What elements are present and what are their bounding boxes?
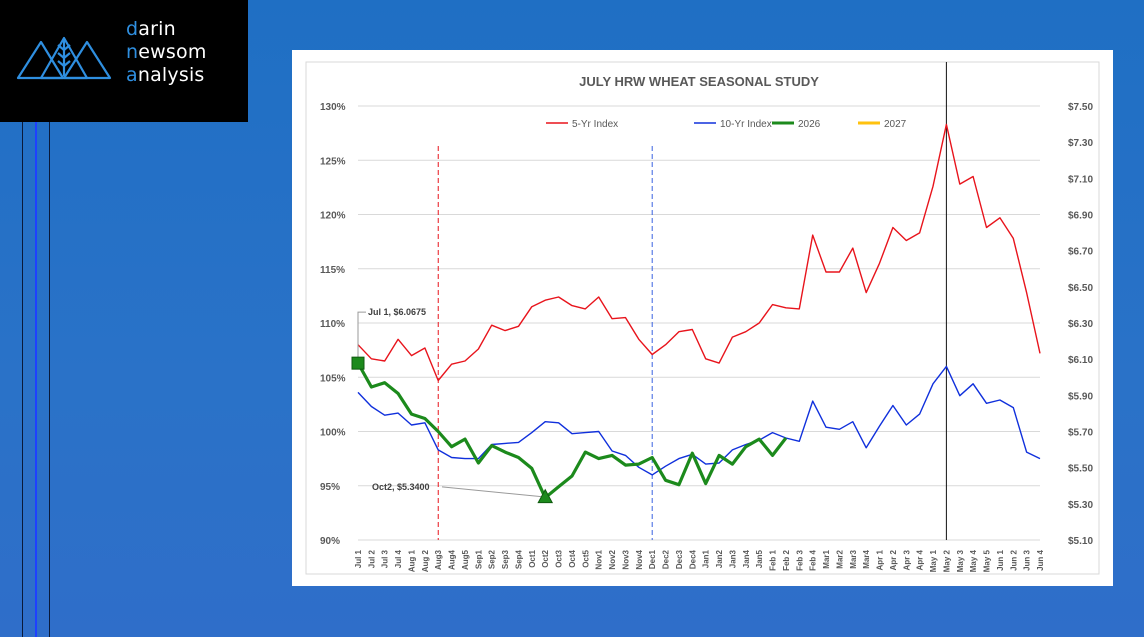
x-tick-label: Nov2: [608, 549, 617, 569]
annotation-leader: [441, 486, 542, 498]
x-tick-label: Sep3: [501, 549, 510, 569]
legend-label: 2026: [798, 119, 821, 130]
y-left-tick-label: 130%: [320, 102, 346, 113]
x-tick-label: Aug 2: [421, 549, 430, 572]
annotation-leader: [357, 311, 366, 358]
x-tick-label: May 5: [983, 549, 992, 572]
seasonal-chart: JULY HRW WHEAT SEASONAL STUDY 90% 95% 100% 1…: [305, 61, 1100, 575]
x-tick-label: Jun 4: [1036, 549, 1045, 570]
x-tick-label: May 3: [956, 549, 965, 572]
x-tick-label: Sep4: [514, 549, 523, 569]
y-right-tick-label: $5.90: [1068, 391, 1093, 402]
annotation-label: Jul 1, $6.0675: [368, 307, 426, 317]
series-line-5-yr-index: [357, 123, 1041, 382]
start-marker: [351, 356, 365, 370]
x-tick-label: Nov1: [595, 549, 604, 569]
x-tick-label: Aug4: [448, 549, 457, 570]
y-left-tick-label: 100%: [320, 428, 346, 439]
x-tick-label: Jul 2: [367, 549, 376, 568]
x-tick-label: Mar4: [862, 549, 871, 568]
brand-wordmark: darin newsom analysis: [126, 18, 207, 86]
annotation-label: Oct2, $5.3400: [372, 482, 430, 492]
decorative-rail-2: [35, 122, 37, 637]
legend-label: 2027: [884, 119, 907, 130]
x-tick-label: Mar2: [835, 549, 844, 568]
y-right-tick-label: $7.50: [1068, 102, 1093, 113]
legend-label: 10-Yr Index: [720, 119, 772, 130]
x-tick-label: May 2: [942, 549, 951, 572]
x-tick-label: Dec4: [688, 549, 697, 569]
x-tick-label: Dec1: [648, 549, 657, 569]
y-right-tick-label: $7.10: [1068, 174, 1093, 185]
x-tick-label: Sep1: [474, 549, 483, 569]
x-tick-label: Feb 3: [795, 549, 804, 570]
y-right-tick-label: $6.50: [1068, 283, 1093, 294]
chart-frame: [305, 61, 1100, 575]
x-tick-label: Jul 3: [381, 549, 390, 568]
y-left-tick-label: 105%: [320, 373, 346, 384]
x-tick-label: Feb 2: [782, 549, 791, 570]
x-tick-label: Apr 3: [902, 549, 911, 570]
series-line-2026: [356, 362, 788, 500]
x-tick-label: Jan3: [728, 549, 737, 568]
y-right-tick-label: $7.30: [1068, 138, 1093, 149]
y-right-tick-label: $6.90: [1068, 211, 1093, 222]
x-tick-label: Jul 4: [394, 549, 403, 568]
series-line-10-yr-index: [357, 365, 1041, 476]
mountain-wheat-icon: [16, 36, 112, 80]
x-tick-label: Jan5: [755, 549, 764, 568]
y-right-tick-label: $5.30: [1068, 500, 1093, 511]
x-tick-label: Jan4: [742, 549, 751, 568]
y-left-tick-label: 90%: [320, 536, 340, 547]
y-right-tick-label: $5.10: [1068, 536, 1093, 547]
x-tick-label: May 4: [969, 549, 978, 572]
y-right-tick-label: $5.70: [1068, 428, 1093, 439]
y-right-tick-label: $6.10: [1068, 355, 1093, 366]
x-tick-label: Jun 3: [1023, 549, 1032, 570]
x-tick-label: Oct1: [528, 549, 537, 567]
decorative-rail-1: [22, 122, 23, 637]
legend-label: 5-Yr Index: [572, 119, 618, 130]
x-tick-label: Aug 1: [407, 549, 416, 572]
decorative-rail-3: [49, 122, 50, 637]
y-right-tick-label: $6.30: [1068, 319, 1093, 330]
y-right-tick-label: $5.50: [1068, 464, 1093, 475]
x-tick-label: Apr 1: [876, 549, 885, 570]
brand-logo-box: darin newsom analysis: [0, 0, 248, 122]
y-left-tick-label: 125%: [320, 156, 346, 167]
y-left-tick-label: 110%: [320, 319, 345, 330]
x-tick-label: Jun 2: [1009, 549, 1018, 570]
x-tick-label: Jun 1: [996, 549, 1005, 570]
x-tick-label: Jan1: [702, 549, 711, 568]
y-left-tick-label: 120%: [320, 211, 346, 222]
x-tick-label: Feb 1: [769, 549, 778, 570]
x-tick-label: Dec2: [662, 549, 671, 569]
y-left-tick-label: 95%: [320, 482, 340, 493]
x-tick-label: Oct5: [581, 549, 590, 567]
x-tick-label: Dec3: [675, 549, 684, 569]
x-tick-label: Oct4: [568, 549, 577, 567]
low-marker: [537, 488, 554, 504]
x-tick-label: Sep2: [488, 549, 497, 569]
x-tick-label: Aug3: [434, 549, 443, 570]
x-tick-label: Apr 4: [916, 549, 925, 570]
x-tick-label: Jan2: [715, 549, 724, 568]
x-tick-label: Mar3: [849, 549, 858, 568]
y-right-tick-label: $6.70: [1068, 247, 1093, 258]
x-tick-label: May 1: [929, 549, 938, 572]
y-left-tick-label: 115%: [320, 265, 345, 276]
chart-title: JULY HRW WHEAT SEASONAL STUDY: [579, 74, 819, 89]
chart-card: JULY HRW WHEAT SEASONAL STUDY 90% 95% 100% 1…: [292, 50, 1113, 586]
x-tick-label: Aug5: [461, 549, 470, 570]
x-tick-label: Jul 1: [354, 549, 363, 568]
x-tick-label: Nov3: [621, 549, 630, 569]
x-tick-label: Apr 2: [889, 549, 898, 570]
x-tick-label: Oct3: [555, 549, 564, 567]
x-tick-label: Nov4: [635, 549, 644, 569]
x-tick-label: Feb 4: [809, 549, 818, 570]
x-tick-label: Oct2: [541, 549, 550, 567]
x-tick-label: Mar1: [822, 549, 831, 568]
